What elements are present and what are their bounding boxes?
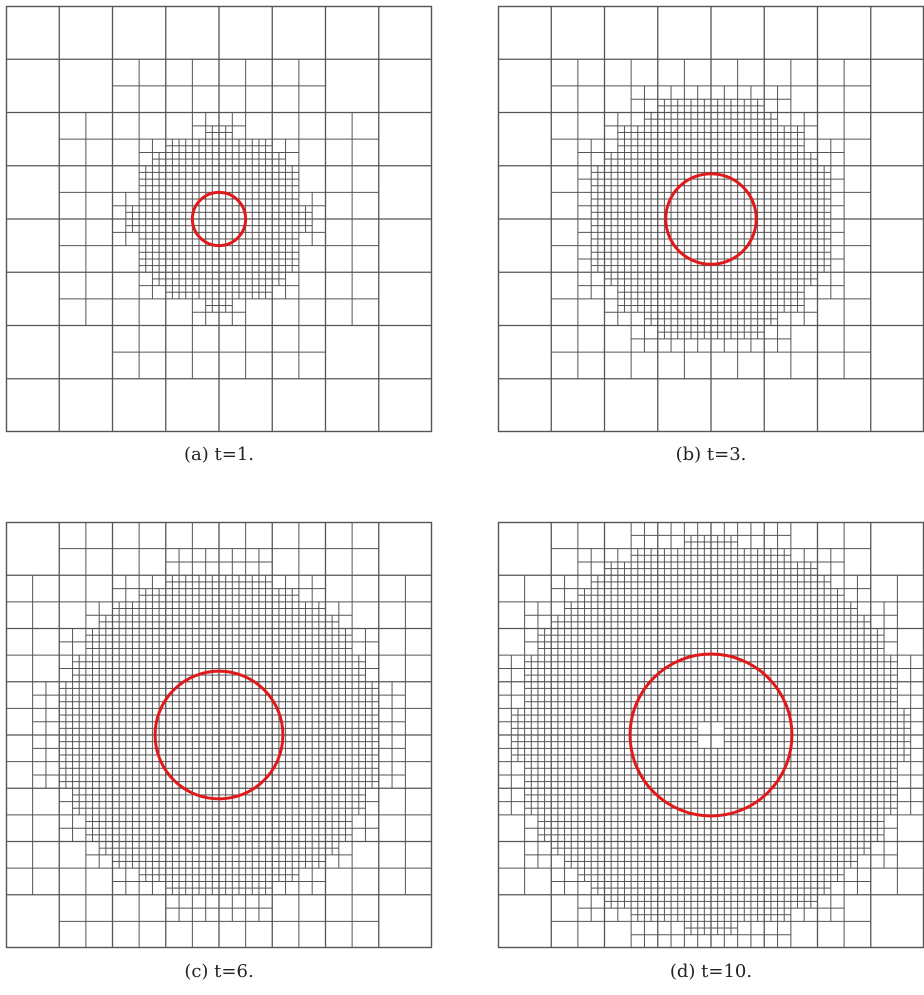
mesh-panel-d (497, 521, 924, 949)
interface-circle (153, 669, 285, 801)
mesh-panel-c (5, 521, 433, 949)
mesh-plot-a (5, 5, 433, 433)
mesh-plot-c (5, 521, 433, 949)
caption-d: (d) t=10. (669, 961, 753, 982)
caption-a: (a) t=1. (184, 444, 254, 465)
interface-circle (664, 172, 758, 266)
interface-circle (628, 652, 794, 818)
caption-c: (c) t=6. (184, 961, 254, 982)
mesh-plot-b (497, 5, 924, 433)
interface-circle (190, 190, 248, 248)
mesh-plot-d (497, 521, 924, 949)
mesh-panel-b (497, 5, 924, 433)
mesh-panel-a (5, 5, 433, 433)
caption-b: (b) t=3. (675, 444, 747, 465)
